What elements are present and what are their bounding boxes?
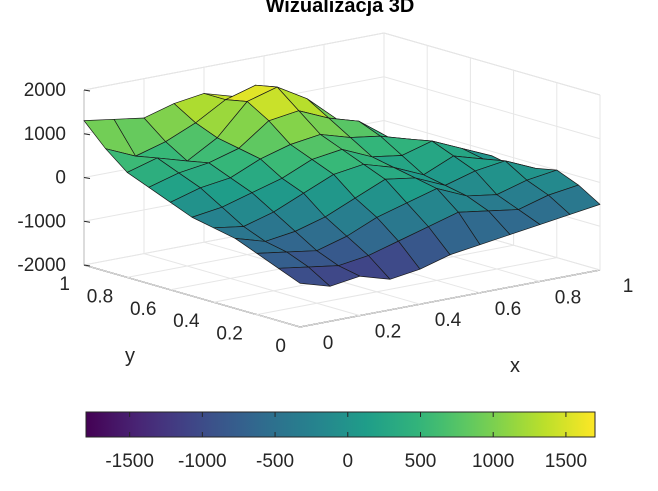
x-tick-label: 0.4 <box>435 310 462 331</box>
z-tick-mark <box>83 220 91 223</box>
y-tick-label: 0 <box>275 336 286 357</box>
x-tick-label: 1 <box>623 276 634 297</box>
grid-line <box>299 269 601 328</box>
y-tick-label: 0.6 <box>130 299 156 320</box>
y-tick-label: 1 <box>59 274 70 295</box>
z-tick-label: -1000 <box>17 211 66 232</box>
z-tick-mark <box>83 264 91 267</box>
z-tick-label: 0 <box>55 168 66 189</box>
z-tick-mark <box>83 89 91 92</box>
x-axis-label: x <box>510 355 520 377</box>
colorbar-tick-label: 0 <box>342 451 353 472</box>
z-tick-label: -2000 <box>17 255 66 276</box>
z-tick-mark <box>83 177 91 179</box>
surface-patch <box>278 266 331 287</box>
surface-plot <box>83 84 601 287</box>
colorbar-tick-label: 500 <box>405 451 437 472</box>
colorbar-tick-label: -1500 <box>105 451 154 472</box>
y-axis-label: y <box>125 345 135 367</box>
grid-line <box>83 264 301 328</box>
grid-line <box>256 257 557 316</box>
colorbar-tick-label: 1000 <box>472 451 514 472</box>
y-tick-label: 0.4 <box>173 311 200 332</box>
grid-line <box>83 32 601 96</box>
x-tick-label: 0.6 <box>495 299 521 320</box>
y-tick-label: 0.2 <box>216 324 242 345</box>
x-tick-label: 0 <box>323 333 334 354</box>
tick-labels: -2000 -1000 0 1000 2000 0 0.2 0.4 0.6 0.8 1 0 0.2 0.4… <box>17 80 633 357</box>
z-tick-mark <box>83 133 91 136</box>
colorbar-tick-label: 1500 <box>545 451 587 472</box>
x-tick-label: 0.2 <box>375 322 401 343</box>
z-tick-label: 2000 <box>24 80 66 101</box>
chart-title: Wizualizacja 3D <box>266 0 415 17</box>
colorbar-tick-label: -500 <box>256 451 294 472</box>
colorbar: -1500 -1000 -500 0 500 1000 1500 <box>85 411 596 472</box>
y-tick-label: 0.8 <box>87 286 113 307</box>
colorbar-gradient <box>85 411 596 438</box>
x-tick-label: 0.8 <box>555 287 581 308</box>
grid-line <box>143 253 361 317</box>
z-tick-label: 1000 <box>24 124 66 145</box>
colorbar-tick-label: -1000 <box>178 451 227 472</box>
